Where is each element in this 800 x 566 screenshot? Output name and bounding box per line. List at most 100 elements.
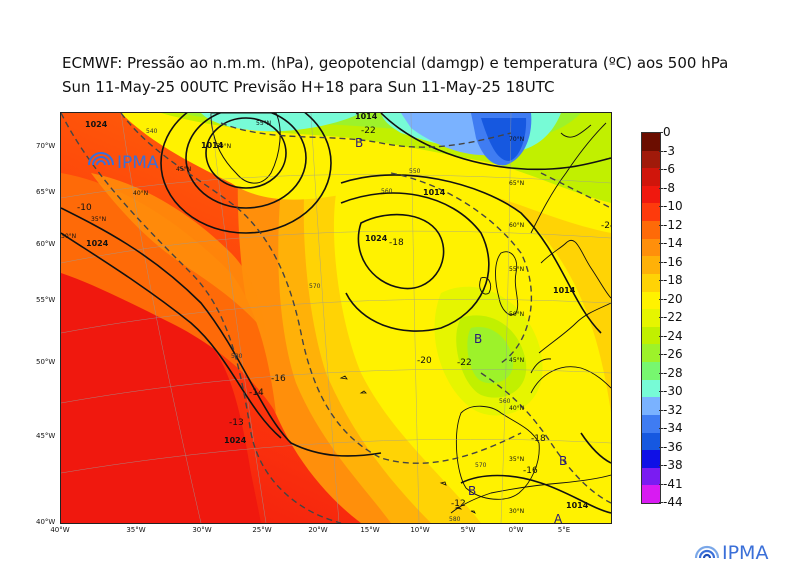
temp-label: -16	[271, 374, 286, 384]
colorbar-cell	[642, 221, 660, 240]
lon-label: 0°W	[508, 526, 524, 534]
colorbar-label: -3	[663, 143, 675, 158]
title-line-2: Sun 11-May-25 00UTC Previsão H+18 para S…	[62, 78, 555, 96]
colorbar-cell	[642, 133, 660, 152]
logo-text: IPMA	[722, 542, 768, 562]
colorbar-cell	[642, 379, 660, 398]
colorbar-tick	[659, 169, 663, 170]
grid-label: 40°N	[133, 190, 148, 197]
colorbar-tick	[659, 372, 663, 374]
isobars	[61, 113, 611, 514]
grid-label: 40°N	[509, 405, 524, 412]
temp-label: -16	[523, 466, 538, 476]
colorbar-label: -28	[663, 365, 683, 380]
colorbar-cell	[642, 203, 660, 222]
colorbar-tick	[659, 132, 663, 133]
inset-ipma-logo: IPMA	[88, 152, 159, 173]
geopotential-labels: 560 570 580 550 540 560 570 580	[146, 128, 511, 523]
low-marker: B	[355, 136, 363, 150]
colorbar-cell	[642, 185, 660, 204]
colorbar-tick	[659, 187, 663, 189]
map-canvas: -10 -14 -16 -18 -20 -22 -12 -16 -18 -13 …	[61, 113, 611, 523]
colorbar-tick	[659, 391, 663, 392]
islands	[339, 375, 476, 514]
temperature-labels: -10 -14 -16 -18 -20 -22 -12 -16 -18 -13 …	[77, 126, 611, 509]
temp-field-west-orange	[61, 173, 276, 413]
geopotential-label: 560	[499, 398, 511, 405]
pressure-label: 1014	[423, 188, 446, 197]
grid-label: 45°N	[176, 166, 191, 173]
colorbar-tick	[659, 354, 663, 355]
colorbar-label: -18	[663, 273, 683, 287]
colorbar-tick	[659, 409, 663, 411]
colorbar-cell	[642, 256, 660, 275]
grid-label: 35°N	[509, 456, 524, 463]
forecast-map: -10 -14 -16 -18 -20 -22 -12 -16 -18 -13 …	[60, 112, 612, 524]
colorbar-label: -30	[663, 384, 683, 398]
pressure-label: 1024	[224, 436, 247, 445]
colorbar-cell	[642, 344, 660, 363]
lat-label: 60°W	[36, 240, 56, 248]
geopotential-label: 550	[409, 168, 421, 175]
lon-label: 30°W	[192, 526, 212, 534]
colorbar-label: -26	[663, 347, 683, 361]
lon-label: 25°W	[252, 526, 272, 534]
colorbar-tick	[659, 483, 663, 485]
temp-label: -22	[361, 126, 376, 136]
geopotential-label: 570	[309, 283, 321, 290]
colorbar-label: -34	[663, 421, 683, 435]
temp-label: -20	[417, 356, 432, 366]
colorbar-tick	[659, 224, 663, 226]
colorbar-cell	[642, 291, 660, 310]
colorbar-label: -10	[663, 199, 683, 213]
lon-label: 20°W	[308, 526, 328, 534]
geopotential-label: 540	[146, 128, 158, 135]
geopotential-contours	[61, 113, 611, 523]
grid-label: 55°N	[256, 120, 271, 127]
geopotential-label: 580	[231, 353, 243, 360]
temp-label: -12	[451, 499, 466, 509]
graticule	[61, 113, 611, 523]
temp-label: -10	[77, 203, 92, 213]
colorbar-cell	[642, 168, 660, 187]
colorbar-label: -20	[663, 291, 683, 306]
lat-label: 65°W	[36, 188, 56, 196]
colorbar-cell	[642, 414, 660, 433]
lon-label: 15°W	[360, 526, 380, 534]
colorbar-tick	[659, 428, 663, 429]
grid-label: 55°N	[509, 266, 524, 273]
colorbar-label: -8	[663, 180, 675, 195]
colorbar-label: -41	[663, 476, 683, 491]
temp-field-west-red	[61, 243, 261, 523]
colorbar-label: -38	[663, 458, 683, 472]
colorbar-cell	[642, 273, 660, 293]
lon-label: 5°W	[460, 526, 476, 534]
africa-coast	[450, 474, 611, 514]
pressure-label: 1024	[85, 120, 108, 129]
lat-label: 50°W	[36, 358, 56, 366]
colorbar-cell	[642, 309, 660, 328]
colorbar-cell	[642, 467, 660, 486]
lon-label: 40°W	[50, 526, 70, 534]
pressure-label: 1014	[201, 141, 224, 150]
scandinavia-coast	[530, 122, 611, 299]
grid-label: 65°N	[509, 180, 524, 187]
low-marker: B	[559, 454, 567, 468]
grid-latitude-labels: 55°N 50°N 45°N 40°N 35°N 30°N 70°N 65°N …	[61, 120, 524, 515]
pressure-label: 1014	[355, 113, 378, 121]
lat-label: 40°W	[36, 518, 56, 526]
title-line-1: ECMWF: Pressão ao n.m.m. (hPa), geopoten…	[62, 54, 729, 72]
colorbar-label: 0	[663, 125, 671, 139]
lon-label: 5°E	[557, 526, 571, 534]
temp-label: -22	[457, 358, 472, 368]
colorbar-label: -36	[663, 439, 683, 454]
lat-label: 45°W	[36, 432, 56, 440]
grid-label: 45°N	[509, 357, 524, 364]
colorbar-cell	[642, 362, 660, 381]
colorbar-tick	[659, 280, 663, 281]
grid-label: 50°N	[509, 311, 524, 318]
geopotential-label: 560	[381, 188, 393, 195]
geopotential-label: 580	[449, 516, 461, 523]
grid-label: 35°N	[91, 216, 106, 223]
colorbar-tick	[659, 317, 663, 318]
